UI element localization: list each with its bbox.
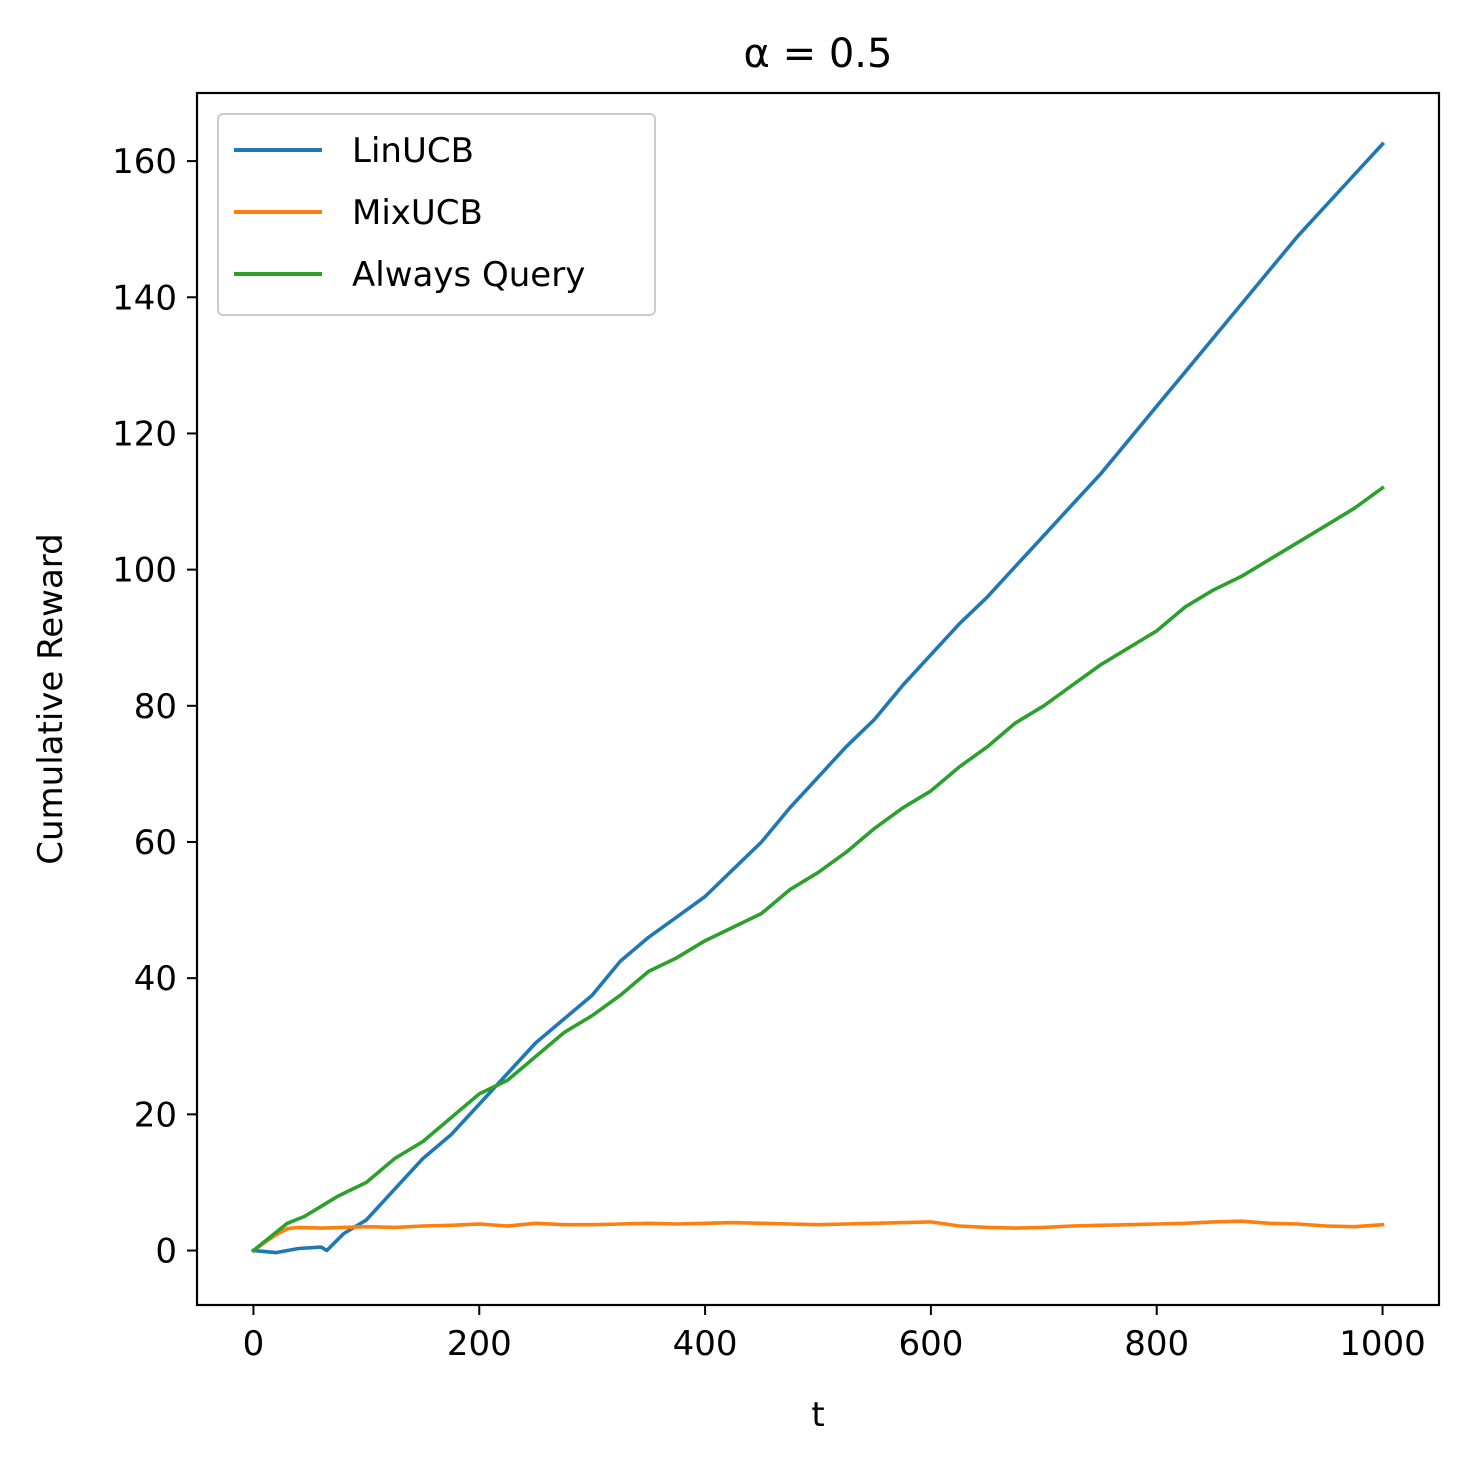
legend: LinUCB MixUCB Always Query	[217, 113, 656, 316]
y-tick-label: 0	[155, 1232, 177, 1272]
legend-box	[217, 113, 656, 316]
x-tick-label: 200	[447, 1324, 512, 1364]
y-tick-label: 60	[134, 823, 177, 863]
y-tick-label: 120	[112, 414, 177, 454]
series-line-0	[251, 141, 1386, 1255]
series-layer	[250, 141, 1386, 1255]
series-line-2	[250, 485, 1386, 1254]
y-tick-label: 40	[134, 959, 177, 999]
legend-label-1: MixUCB	[352, 193, 483, 233]
legend-label-2: Always Query	[352, 255, 585, 295]
x-axis-label: t	[811, 1395, 824, 1435]
x-tick-label: 1000	[1339, 1324, 1426, 1364]
y-tick-label: 20	[134, 1095, 177, 1135]
y-tick-label: 80	[134, 687, 177, 727]
y-axis: 0 20 40 60 80 100 120 140 160	[112, 142, 197, 1272]
x-axis: 0 200 400 600 800 1000	[243, 1305, 1426, 1364]
y-axis-label: Cumulative Reward	[31, 533, 71, 864]
series-line-1	[250, 1219, 1385, 1254]
legend-label-0: LinUCB	[352, 131, 474, 171]
chart-title: α = 0.5	[744, 31, 893, 77]
y-tick-label: 140	[112, 278, 177, 318]
y-tick-label: 100	[112, 551, 177, 591]
y-tick-label: 160	[112, 142, 177, 182]
x-tick-label: 600	[898, 1324, 963, 1364]
plot-frame	[195, 91, 1441, 1307]
x-tick-label: 800	[1124, 1324, 1189, 1364]
x-tick-label: 0	[243, 1324, 265, 1364]
x-tick-label: 400	[673, 1324, 738, 1364]
